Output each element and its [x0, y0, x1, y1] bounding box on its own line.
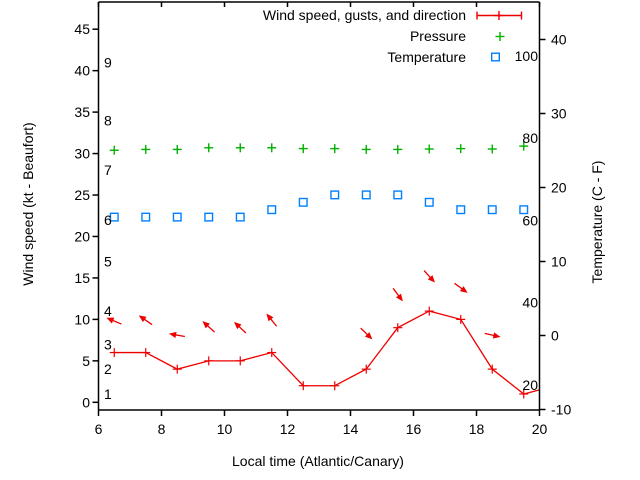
legend-label-temperature: Temperature — [387, 49, 466, 65]
fahrenheit-scale-label: 100 — [515, 48, 539, 64]
beaufort-scale-label: 5 — [104, 253, 112, 269]
fahrenheit-scale-label: 60 — [522, 212, 538, 228]
y-right-tick-label: 10 — [551, 254, 567, 270]
x-tick-label: 16 — [406, 421, 422, 437]
y-left-tick-label: 15 — [74, 270, 90, 286]
x-tick-label: 14 — [343, 421, 359, 437]
y-left-tick-label: 35 — [74, 104, 90, 120]
temperature-marker — [487, 205, 497, 215]
y-left-tick-label: 25 — [74, 187, 90, 203]
gust-arrow-shaft — [454, 282, 465, 291]
y-left-axis-title: Wind speed (kt - Beaufort) — [20, 122, 36, 285]
y-right-tick-label: 0 — [551, 328, 559, 344]
x-tick-label: 12 — [280, 421, 296, 437]
temperature-marker — [204, 212, 214, 222]
y-left-tick-label: 20 — [74, 228, 90, 244]
temperature-marker — [456, 205, 466, 215]
temperature-marker — [298, 197, 308, 207]
temperature-marker — [235, 212, 245, 222]
beaufort-scale-label: 9 — [104, 54, 112, 70]
gust-arrow-shaft — [236, 324, 247, 334]
y-right-tick-label: 30 — [551, 106, 567, 122]
y-left-tick-label: 30 — [74, 146, 90, 162]
temperature-marker — [172, 212, 182, 222]
gust-arrow-shaft — [360, 327, 370, 337]
beaufort-scale-label: 8 — [104, 112, 112, 128]
temperature-marker — [393, 190, 403, 200]
fahrenheit-scale-label: 80 — [522, 130, 538, 146]
beaufort-scale-label: 2 — [104, 361, 112, 377]
beaufort-scale-label: 4 — [104, 303, 112, 319]
y-left-tick-label: 0 — [82, 394, 90, 410]
temperature-marker — [361, 190, 371, 200]
fahrenheit-scale-label: 20 — [522, 377, 538, 393]
temperature-marker — [141, 212, 151, 222]
x-tick-label: 20 — [532, 421, 548, 437]
x-tick-label: 8 — [158, 421, 166, 437]
legend-label-pressure: Pressure — [410, 28, 466, 44]
y-right-tick-label: 40 — [551, 32, 567, 48]
gust-arrow-shaft — [173, 333, 185, 338]
wind-speed-line — [114, 310, 540, 395]
x-tick-label: 18 — [469, 421, 485, 437]
temperature-marker — [267, 205, 277, 215]
x-tick-label: 10 — [217, 421, 233, 437]
y-right-axis-title: Temperature (C - F) — [589, 161, 605, 284]
y-left-tick-label: 45 — [74, 21, 90, 37]
x-axis-title: Local time (Atlantic/Canary) — [232, 453, 404, 469]
y-right-tick-label: 20 — [551, 180, 567, 196]
fahrenheit-scale-label: 40 — [522, 295, 538, 311]
gust-arrow-shaft — [392, 287, 401, 299]
gust-arrow-shaft — [110, 318, 122, 325]
y-left-tick-label: 5 — [82, 353, 90, 369]
beaufort-scale-label: 7 — [104, 162, 112, 178]
x-tick-label: 6 — [95, 421, 103, 437]
y-left-tick-label: 10 — [74, 311, 90, 327]
temperature-marker — [424, 197, 434, 207]
gust-arrow-shaft — [484, 332, 497, 337]
gust-arrow-shaft — [423, 270, 433, 280]
beaufort-scale-label: 1 — [104, 386, 112, 402]
temperature-marker — [109, 212, 119, 222]
legend-label-wind: Wind speed, gusts, and direction — [263, 7, 466, 23]
gust-arrow-shaft — [268, 316, 278, 327]
gust-arrow-shaft — [142, 317, 153, 326]
temperature-marker — [330, 190, 340, 200]
temperature-marker — [519, 205, 529, 215]
y-left-tick-label: 40 — [74, 63, 90, 79]
legend-temperature-marker — [491, 52, 501, 62]
beaufort-scale-label: 3 — [104, 336, 112, 352]
y-right-tick-label: -10 — [551, 402, 571, 418]
gust-arrow-shaft — [205, 323, 215, 333]
beaufort-scale-label: 6 — [104, 212, 112, 228]
